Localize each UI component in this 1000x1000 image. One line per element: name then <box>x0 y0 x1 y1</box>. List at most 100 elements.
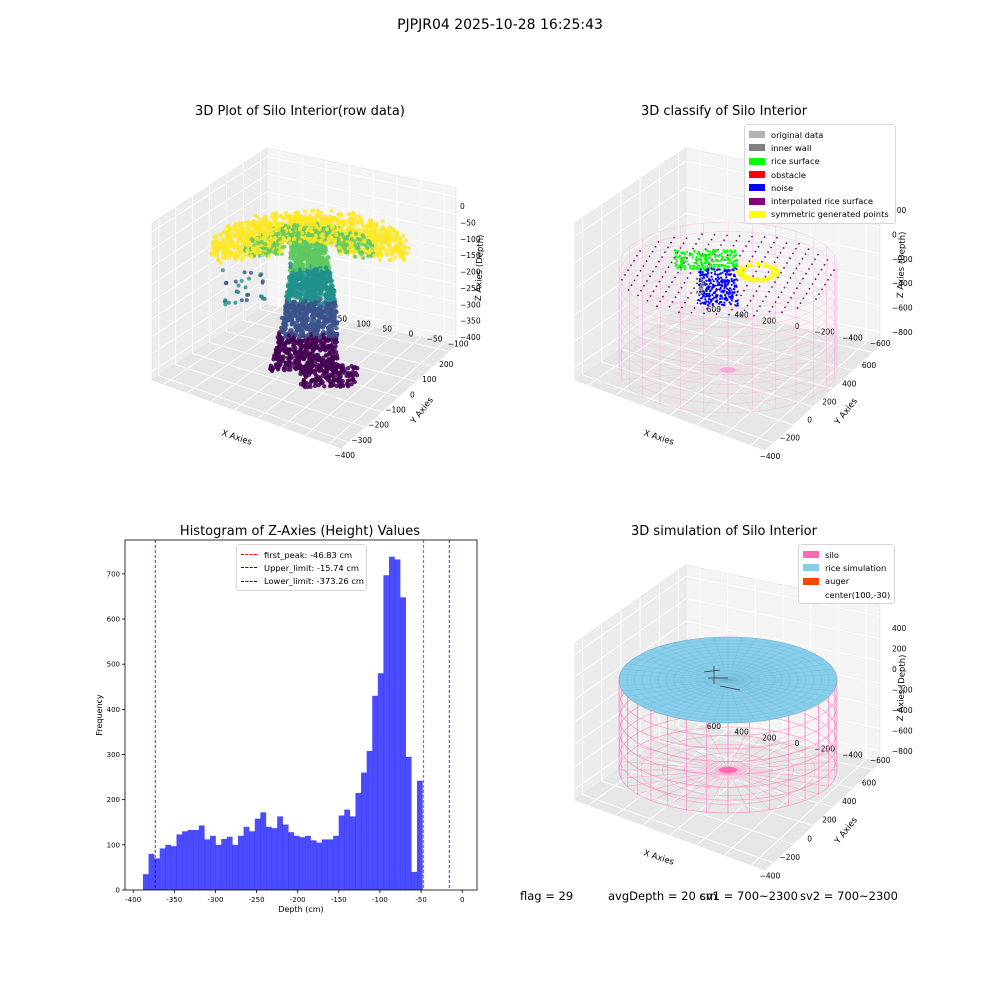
rice-mesh-spoke <box>727 637 743 681</box>
symmetric-point <box>765 263 768 266</box>
noise-point <box>736 302 739 305</box>
surface-point <box>692 247 694 250</box>
noise-point <box>707 287 710 290</box>
silo-spoke <box>727 351 827 371</box>
silo-spoke <box>642 369 729 398</box>
legend-swatch <box>803 564 819 572</box>
data-point <box>333 350 339 355</box>
surface-point <box>651 250 654 253</box>
data-point <box>306 295 311 300</box>
surface-point <box>723 239 725 242</box>
z-tick-label: 0 <box>460 202 465 211</box>
data-point <box>286 302 291 307</box>
surface-point <box>730 289 733 291</box>
rice-surface-point <box>725 265 729 268</box>
data-point <box>276 350 281 355</box>
x-tick-label: -350 <box>166 896 182 904</box>
grid-line-z <box>151 173 457 250</box>
rice-surface-point <box>686 250 689 253</box>
data-point <box>324 294 329 299</box>
x-tick-label: 400 <box>842 797 857 806</box>
noise-point <box>710 299 713 302</box>
noise-point <box>708 292 711 295</box>
data-point <box>326 221 331 226</box>
noise-point <box>723 304 726 307</box>
histogram-bar <box>327 839 334 890</box>
y-tick-label: 200 <box>762 733 777 742</box>
symmetric-point <box>741 274 744 277</box>
grid-line-y <box>723 336 839 436</box>
symmetric-point <box>750 264 753 267</box>
data-point <box>331 293 336 298</box>
surface-point <box>786 262 788 264</box>
data-point <box>331 225 335 230</box>
data-point <box>346 246 351 251</box>
surface-point <box>771 286 773 288</box>
data-point <box>277 225 281 230</box>
histogram-bar <box>299 837 306 890</box>
rice-surface-point <box>681 258 685 261</box>
data-point <box>238 233 243 238</box>
data-point <box>305 233 310 238</box>
grid-line-x <box>158 375 348 443</box>
y-tick-label: −100 <box>448 340 469 349</box>
rice-mesh-spoke <box>686 679 729 720</box>
rice-surface-point <box>680 260 683 263</box>
data-point <box>245 224 250 229</box>
surface-point <box>802 277 804 280</box>
noise-point <box>718 268 721 271</box>
data-point <box>317 365 322 370</box>
grid-line-y <box>615 313 728 396</box>
symmetric-point <box>746 262 750 265</box>
surface-point <box>707 243 710 246</box>
surface-point <box>805 292 808 295</box>
data-point <box>288 314 293 320</box>
noise-point <box>727 292 730 295</box>
data-point <box>325 227 329 232</box>
data-point <box>320 232 325 237</box>
data-point <box>260 280 265 285</box>
surface-point <box>755 270 757 273</box>
data-point <box>323 363 328 368</box>
surface-point <box>785 242 788 245</box>
data-point <box>287 236 292 241</box>
noise-point <box>716 268 719 271</box>
surface-point <box>768 290 770 293</box>
rice-mesh-spoke <box>727 679 806 711</box>
surface-point <box>798 242 800 245</box>
noise-point <box>705 289 708 292</box>
data-point <box>246 220 251 225</box>
inner-wall-point <box>695 277 698 280</box>
data-point <box>405 251 410 255</box>
x-tick-label: -150 <box>331 896 347 904</box>
data-point <box>323 278 329 284</box>
rice-surface-point <box>716 260 719 263</box>
data-point <box>281 366 286 371</box>
surface-point <box>656 305 658 308</box>
y-tick-label: −400 <box>842 333 863 342</box>
surface-point <box>784 306 786 309</box>
data-point <box>281 236 286 240</box>
rice-surface-point <box>729 254 732 257</box>
rice-surface-point <box>691 268 694 271</box>
data-point <box>333 309 339 314</box>
data-point <box>275 243 280 247</box>
symmetric-point <box>747 276 750 279</box>
symmetric-point <box>747 265 750 268</box>
noise-point <box>729 273 732 277</box>
surface-point <box>661 256 663 258</box>
legend-label: original data <box>771 129 824 140</box>
data-point <box>332 239 337 244</box>
noise-point <box>712 284 715 287</box>
legend-entry: obstacle <box>749 168 890 181</box>
grid-line-z <box>574 212 881 289</box>
rice-surface-point <box>702 254 705 258</box>
histogram-bar <box>344 809 351 890</box>
rice-surface-point <box>733 249 736 252</box>
inner-wall-point <box>699 277 702 280</box>
data-point <box>332 215 337 220</box>
silo-spoke <box>680 331 729 371</box>
histogram-bar <box>221 838 228 890</box>
data-point <box>267 244 271 249</box>
rice-surface-point <box>696 268 699 271</box>
